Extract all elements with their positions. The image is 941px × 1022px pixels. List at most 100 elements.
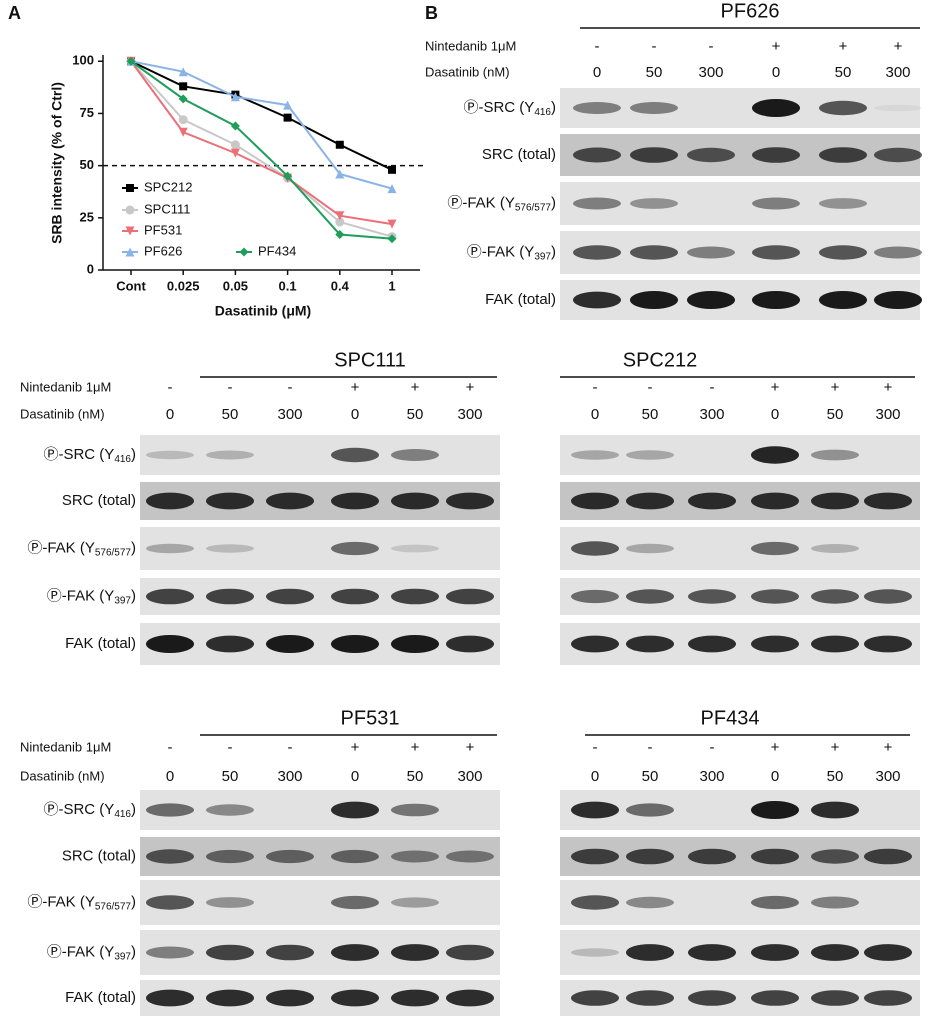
blot-strip: [560, 578, 920, 615]
nintedanib-sign: -: [593, 739, 598, 756]
nintedanib-sign: +: [771, 739, 780, 756]
dasatinib-dose: 0: [591, 406, 599, 423]
blot-band: [688, 589, 736, 604]
blot-strip: [560, 980, 920, 1016]
nintedanib-sign: +: [466, 379, 475, 396]
blot-band: [874, 246, 922, 259]
treatment-label: Dasatinib (nM): [20, 406, 105, 421]
row-label-tail: ): [551, 194, 556, 211]
nintedanib-sign: +: [466, 739, 475, 756]
blot-band: [573, 245, 621, 260]
row-label-text: Ⓟ-FAK (Y: [467, 243, 535, 260]
marker: [179, 82, 188, 91]
x-axis-label: Dasatinib (μM): [215, 303, 311, 319]
nintedanib-sign: +: [351, 739, 360, 756]
blot-strip: [140, 980, 500, 1016]
panel-label: B: [425, 3, 438, 23]
blot-band: [811, 801, 859, 819]
blot-band: [206, 944, 254, 961]
row-label-tail: ): [131, 539, 136, 556]
blot-band: [751, 635, 799, 653]
blot-strip: [560, 623, 920, 665]
blot-title: SPC212: [623, 349, 698, 371]
treatment-label: Nintedanib 1μM: [20, 379, 111, 394]
nintedanib-sign: -: [648, 379, 653, 396]
blot-band: [266, 492, 314, 510]
blot-band: [811, 849, 859, 864]
marker: [126, 184, 134, 192]
blot-band: [266, 588, 314, 605]
blot-band: [206, 492, 254, 510]
dasatinib-dose: 0: [166, 406, 174, 423]
treatment-label: Nintedanib 1μM: [20, 739, 111, 754]
nintedanib-sign: +: [839, 38, 848, 55]
blot-band: [751, 801, 799, 819]
marker: [283, 113, 292, 122]
nintedanib-sign: +: [884, 739, 893, 756]
y-tick-label: 100: [72, 53, 94, 68]
blot-band: [630, 147, 678, 163]
blot-strip: [560, 482, 920, 520]
nintedanib-sign: -: [288, 379, 293, 396]
blot-band: [446, 850, 494, 863]
marker: [335, 230, 345, 240]
dasatinib-dose: 50: [827, 768, 844, 785]
blot-band: [391, 989, 439, 1007]
nintedanib-sign: -: [710, 739, 715, 756]
row-label-text: Ⓟ-FAK (Y: [27, 893, 95, 910]
blot-band: [751, 446, 799, 464]
treatment-label: Nintedanib 1μM: [425, 38, 516, 53]
marker: [178, 115, 188, 125]
blot-band: [206, 544, 254, 553]
blot-band: [630, 245, 678, 260]
treatment-label: Dasatinib (nM): [425, 64, 510, 79]
blot-band: [571, 895, 619, 910]
blot-band: [391, 803, 439, 817]
marker: [283, 100, 293, 110]
blot-band: [811, 944, 859, 961]
blot-band: [626, 450, 674, 460]
blot-band: [626, 944, 674, 961]
row-label-text: Ⓟ-FAK (Y: [27, 539, 95, 556]
blot-band: [391, 544, 439, 553]
blot-band: [391, 449, 439, 461]
dasatinib-dose: 300: [875, 768, 900, 785]
nintedanib-sign: +: [351, 379, 360, 396]
blot-band: [626, 803, 674, 817]
blot-band: [446, 944, 494, 961]
blot-band: [571, 635, 619, 653]
blot-band: [446, 989, 494, 1007]
marker: [239, 247, 249, 257]
x-tick-label: 0.1: [279, 278, 297, 293]
dasatinib-dose: 50: [827, 406, 844, 423]
blot-band: [331, 849, 379, 864]
blot-band: [146, 492, 194, 510]
row-label-tail: ): [551, 99, 556, 116]
row-label-sub: 397: [114, 595, 131, 606]
marker: [335, 211, 345, 221]
dasatinib-dose: 50: [646, 64, 663, 81]
dasatinib-dose: 300: [698, 64, 723, 81]
marker: [283, 171, 293, 181]
legend-label: SPC111: [144, 201, 191, 216]
marker: [125, 205, 135, 215]
row-label: Ⓟ-SRC (Y416): [463, 99, 556, 118]
marker: [230, 140, 240, 150]
row-label: Ⓟ-FAK (Y576/577): [27, 893, 136, 912]
marker: [126, 56, 136, 66]
y-tick-label: 25: [80, 209, 94, 224]
row-label-text: Ⓟ-FAK (Y: [47, 587, 115, 604]
blot-band: [626, 589, 674, 604]
x-tick-label: 0.05: [223, 278, 248, 293]
marker: [335, 217, 345, 227]
row-label-sub: 576/577: [515, 202, 552, 213]
x-tick-label: 1: [388, 278, 395, 293]
dasatinib-dose: 0: [771, 768, 779, 785]
blot-band: [391, 492, 439, 510]
blot-band: [391, 850, 439, 863]
row-label-sub: 397: [534, 251, 551, 262]
blot-band: [206, 849, 254, 864]
legend-label: PF531: [144, 222, 182, 237]
blot-band: [446, 492, 494, 510]
nintedanib-sign: -: [595, 38, 600, 55]
